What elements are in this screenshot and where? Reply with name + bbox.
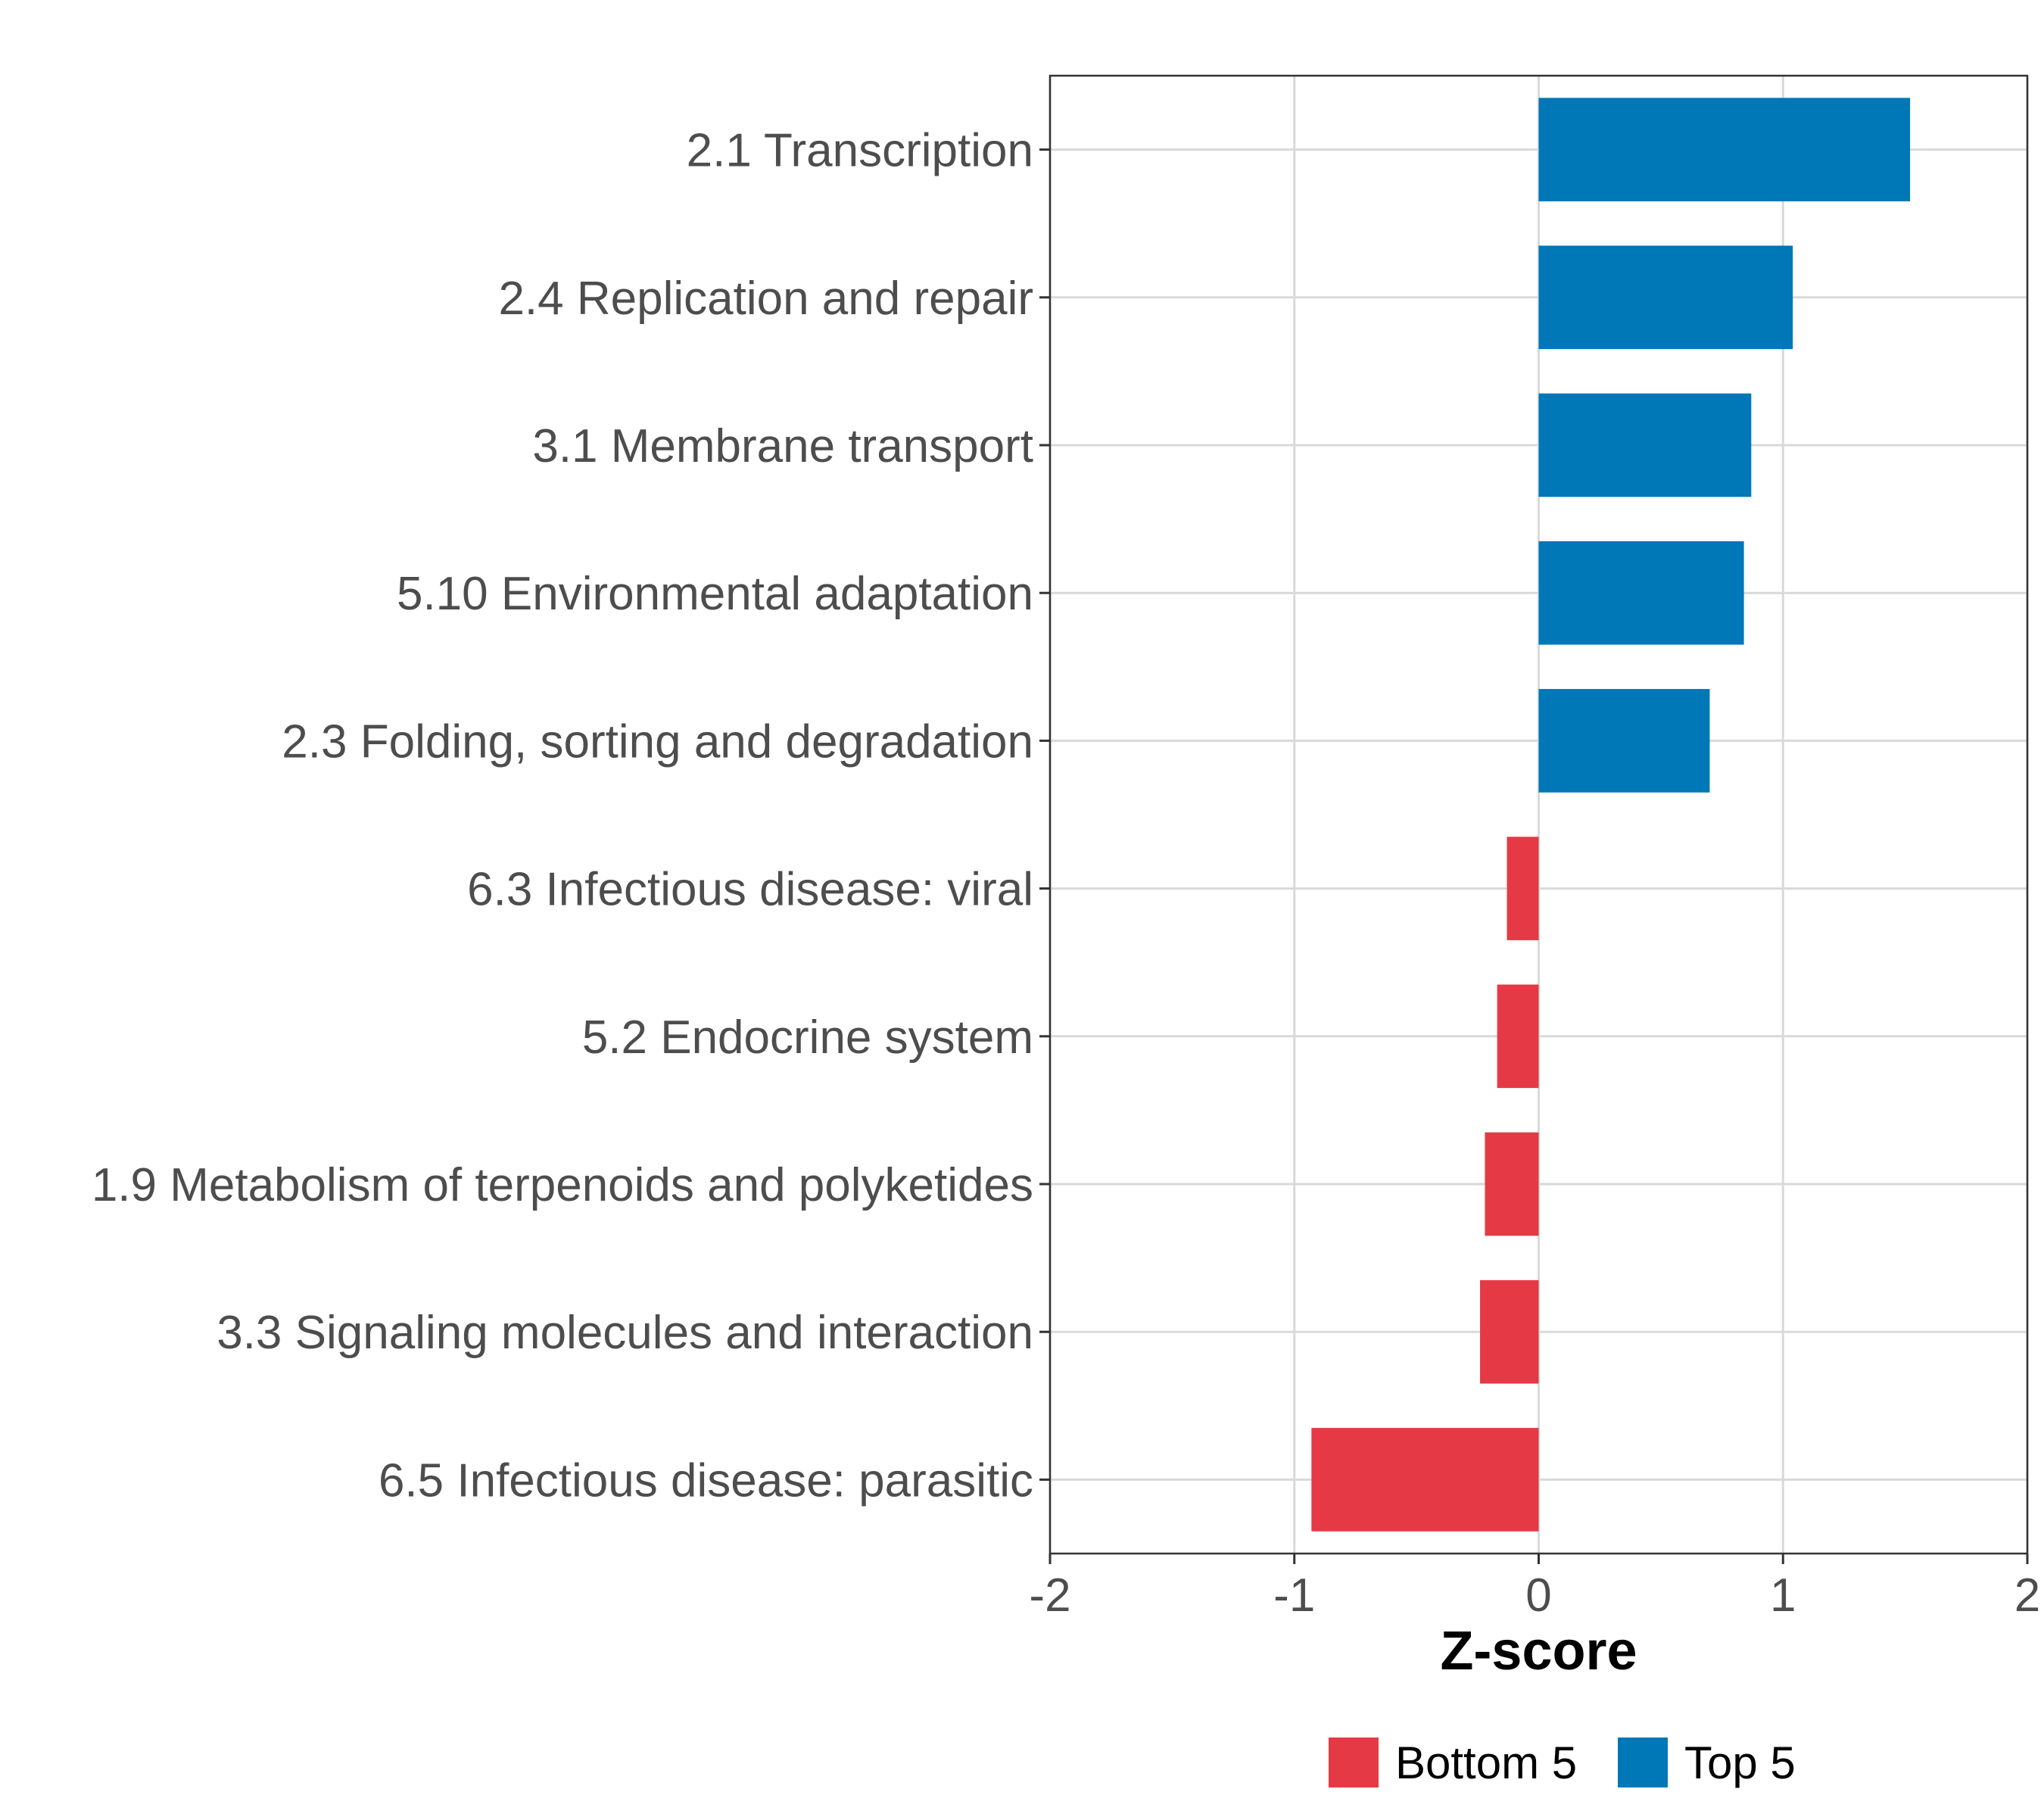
x-axis: -2 -1 0 1 2 bbox=[1029, 1554, 2040, 1622]
bar bbox=[1507, 837, 1539, 940]
x-tick-label: -1 bbox=[1273, 1569, 1315, 1622]
y-tick-label: 3.1 Membrane transport bbox=[532, 420, 1033, 472]
y-tick-label: 6.5 Infectious disease: parasitic bbox=[379, 1454, 1033, 1507]
bar bbox=[1538, 393, 1752, 497]
y-tick-label: 5.2 Endocrine system bbox=[582, 1011, 1033, 1064]
x-tick-label: -2 bbox=[1029, 1569, 1070, 1622]
legend-key bbox=[1329, 1738, 1379, 1787]
y-tick-label: 2.3 Folding, sorting and degradation bbox=[282, 715, 1033, 768]
bar bbox=[1538, 245, 1793, 350]
legend-label: Bottom 5 bbox=[1395, 1738, 1577, 1788]
bar bbox=[1485, 1132, 1539, 1236]
bar bbox=[1480, 1279, 1539, 1384]
bar bbox=[1497, 984, 1539, 1089]
bar bbox=[1311, 1428, 1539, 1532]
x-tick-label: 0 bbox=[1525, 1569, 1551, 1622]
x-axis-title: Z-score bbox=[1440, 1621, 1637, 1681]
legend-key bbox=[1618, 1738, 1668, 1787]
legend-label: Top 5 bbox=[1684, 1738, 1796, 1788]
x-tick-label: 1 bbox=[1770, 1569, 1796, 1622]
bars bbox=[1311, 98, 1911, 1532]
y-tick-label: 1.9 Metabolism of terpenoids and polyket… bbox=[92, 1159, 1033, 1211]
bar bbox=[1538, 689, 1710, 793]
x-tick-label: 2 bbox=[2014, 1569, 2040, 1622]
y-tick-label: 5.10 Environmental adaptation bbox=[397, 568, 1033, 620]
bar bbox=[1538, 98, 1911, 201]
legend: Bottom 5 Top 5 bbox=[1329, 1738, 1796, 1788]
y-tick-label: 3.3 Signaling molecules and interaction bbox=[217, 1307, 1033, 1359]
bar bbox=[1538, 541, 1744, 645]
y-axis: 2.1 Transcription 2.4 Replication and rep… bbox=[92, 125, 1050, 1507]
y-tick-label: 2.4 Replication and repair bbox=[498, 273, 1033, 325]
y-tick-label: 6.3 Infectious disease: viral bbox=[467, 864, 1033, 916]
y-tick-label: 2.1 Transcription bbox=[687, 125, 1033, 177]
